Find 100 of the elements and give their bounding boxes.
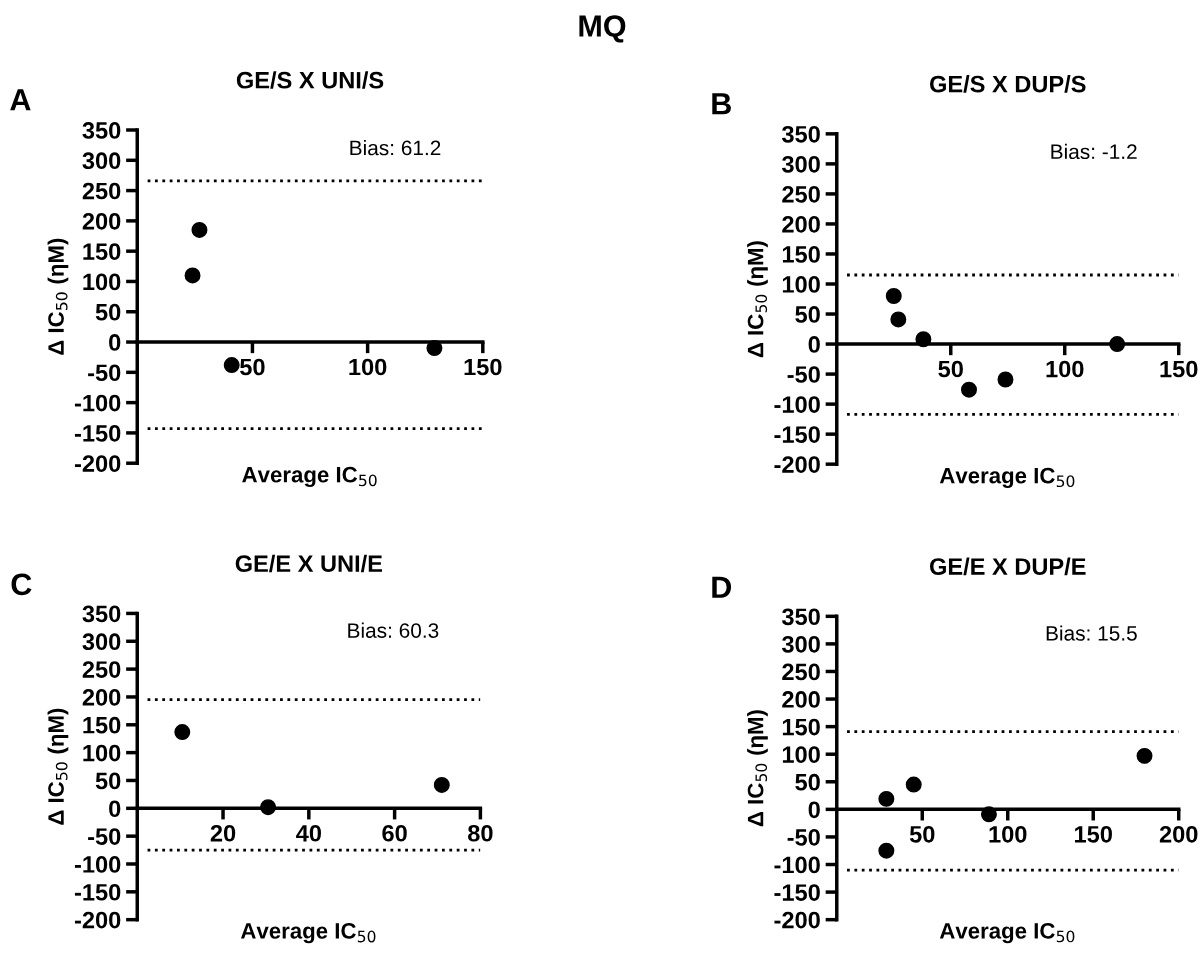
y-tick-label: 350 <box>82 122 121 139</box>
point <box>260 799 277 816</box>
x-axis-title: Average IC$_{50}$ <box>242 466 377 488</box>
y-tick-label: -100 <box>774 856 820 874</box>
y-tick-label: 50 <box>795 773 820 791</box>
y-axis-title: Δ IC$_{50}$ (ηM) <box>47 708 69 825</box>
y-tick-label: 250 <box>782 185 820 203</box>
y-tick-label: 350 <box>781 608 820 626</box>
y-tick-label: 300 <box>82 152 121 170</box>
y-axis-title: Δ IC$_{50}$ (ηM) <box>47 238 69 355</box>
annotation: Bias: 15.5 <box>1046 625 1137 641</box>
y-tick-label: -100 <box>74 856 121 873</box>
y-tick-label: -150 <box>74 883 121 901</box>
point <box>997 371 1014 388</box>
x-tick-label: 200 <box>1159 825 1198 843</box>
point <box>223 357 240 374</box>
point <box>184 267 201 284</box>
x-tick-label: 150 <box>464 358 502 376</box>
point <box>878 842 895 859</box>
y-tick-label: 50 <box>95 772 121 790</box>
point <box>885 288 902 304</box>
y-tick-label: 50 <box>795 306 820 323</box>
text: A <box>10 89 31 111</box>
x-tick-label: 150 <box>1160 360 1198 378</box>
y-tick-label: -150 <box>774 426 820 443</box>
annotation: Bias: -1.2 <box>1051 143 1137 160</box>
x-axis-title: Average IC$_{50}$ <box>240 923 376 944</box>
y-tick-label: -150 <box>74 424 121 442</box>
y-tick-label: 300 <box>781 635 820 653</box>
y-axis-title: Δ IC$_{50}$ (ηM) <box>747 710 768 827</box>
x-tick-label: 60 <box>382 824 407 842</box>
y-tick-label: 200 <box>82 212 121 230</box>
y-tick-label: 250 <box>82 661 121 678</box>
y-tick-label: 100 <box>83 273 121 291</box>
x-tick-label: 50 <box>938 360 963 378</box>
y-axis-title: Δ IC$_{50}$ (ηM) <box>747 241 768 358</box>
y-tick-label: 300 <box>781 155 820 173</box>
text: D <box>712 576 732 598</box>
x-tick-label: 40 <box>296 824 321 842</box>
y-tick-label: 350 <box>781 125 820 143</box>
y-tick-label: -100 <box>74 394 121 412</box>
chart-title: GE/E X DUP/E <box>929 557 1086 576</box>
point <box>905 776 922 793</box>
chart-title: GE/S X DUP/S <box>929 75 1086 93</box>
y-tick-label: 150 <box>83 243 121 260</box>
x-tick-label: 100 <box>1046 360 1084 378</box>
x-tick-label: 100 <box>349 358 387 376</box>
y-tick-label: 0 <box>109 800 121 818</box>
annotation: Bias: 60.3 <box>348 622 439 638</box>
point <box>1109 336 1126 353</box>
point <box>1136 747 1153 764</box>
y-tick-label: 250 <box>82 182 121 200</box>
x-tick-label: 50 <box>240 358 265 376</box>
y-tick-label: 0 <box>808 336 820 353</box>
y-tick-label: 0 <box>109 334 121 351</box>
chart-title: GE/E X UNI/E <box>235 554 383 573</box>
x-tick-label: 20 <box>210 824 236 842</box>
y-tick-label: 150 <box>83 716 121 734</box>
point <box>915 331 932 348</box>
point <box>191 221 208 238</box>
y-tick-label: -50 <box>88 828 121 845</box>
y-tick-label: -100 <box>774 396 820 413</box>
x-axis-title: Average IC$_{50}$ <box>939 467 1075 488</box>
y-tick-label: -200 <box>74 455 121 472</box>
x-tick-label: 50 <box>909 825 935 843</box>
y-tick-label: 250 <box>782 663 820 681</box>
x-tick-label: 80 <box>468 824 493 842</box>
y-tick-label: 200 <box>82 689 121 706</box>
point <box>433 776 450 793</box>
y-tick-label: -50 <box>88 364 121 382</box>
text: B <box>712 93 731 115</box>
y-tick-label: 100 <box>782 276 820 293</box>
y-tick-label: 300 <box>82 633 121 651</box>
y-tick-label: 150 <box>782 246 820 263</box>
y-tick-label: 0 <box>808 801 820 819</box>
y-tick-label: -200 <box>774 456 820 473</box>
y-tick-label: -50 <box>787 829 820 846</box>
point <box>980 806 997 823</box>
text: C <box>11 573 32 596</box>
point <box>961 381 977 398</box>
y-tick-label: -200 <box>74 911 121 929</box>
y-tick-label: -150 <box>774 884 820 901</box>
x-tick-label: 100 <box>989 825 1027 843</box>
point <box>878 790 895 807</box>
point <box>174 724 191 741</box>
point <box>426 340 443 357</box>
y-tick-label: -200 <box>774 911 820 929</box>
point <box>890 311 907 328</box>
y-tick-label: 200 <box>782 691 820 708</box>
chart-title: GE/S X UNI/S <box>236 71 384 89</box>
y-tick-label: 100 <box>782 746 820 763</box>
y-tick-label: 200 <box>782 216 820 233</box>
x-tick-label: 150 <box>1075 825 1112 843</box>
y-tick-label: -50 <box>787 366 820 383</box>
y-tick-label: 50 <box>95 303 121 321</box>
y-tick-label: 150 <box>782 718 820 736</box>
text: MQ <box>579 15 626 43</box>
y-tick-label: 350 <box>82 605 121 623</box>
y-tick-label: 100 <box>83 744 121 762</box>
x-axis-title: Average IC$_{50}$ <box>939 922 1075 944</box>
